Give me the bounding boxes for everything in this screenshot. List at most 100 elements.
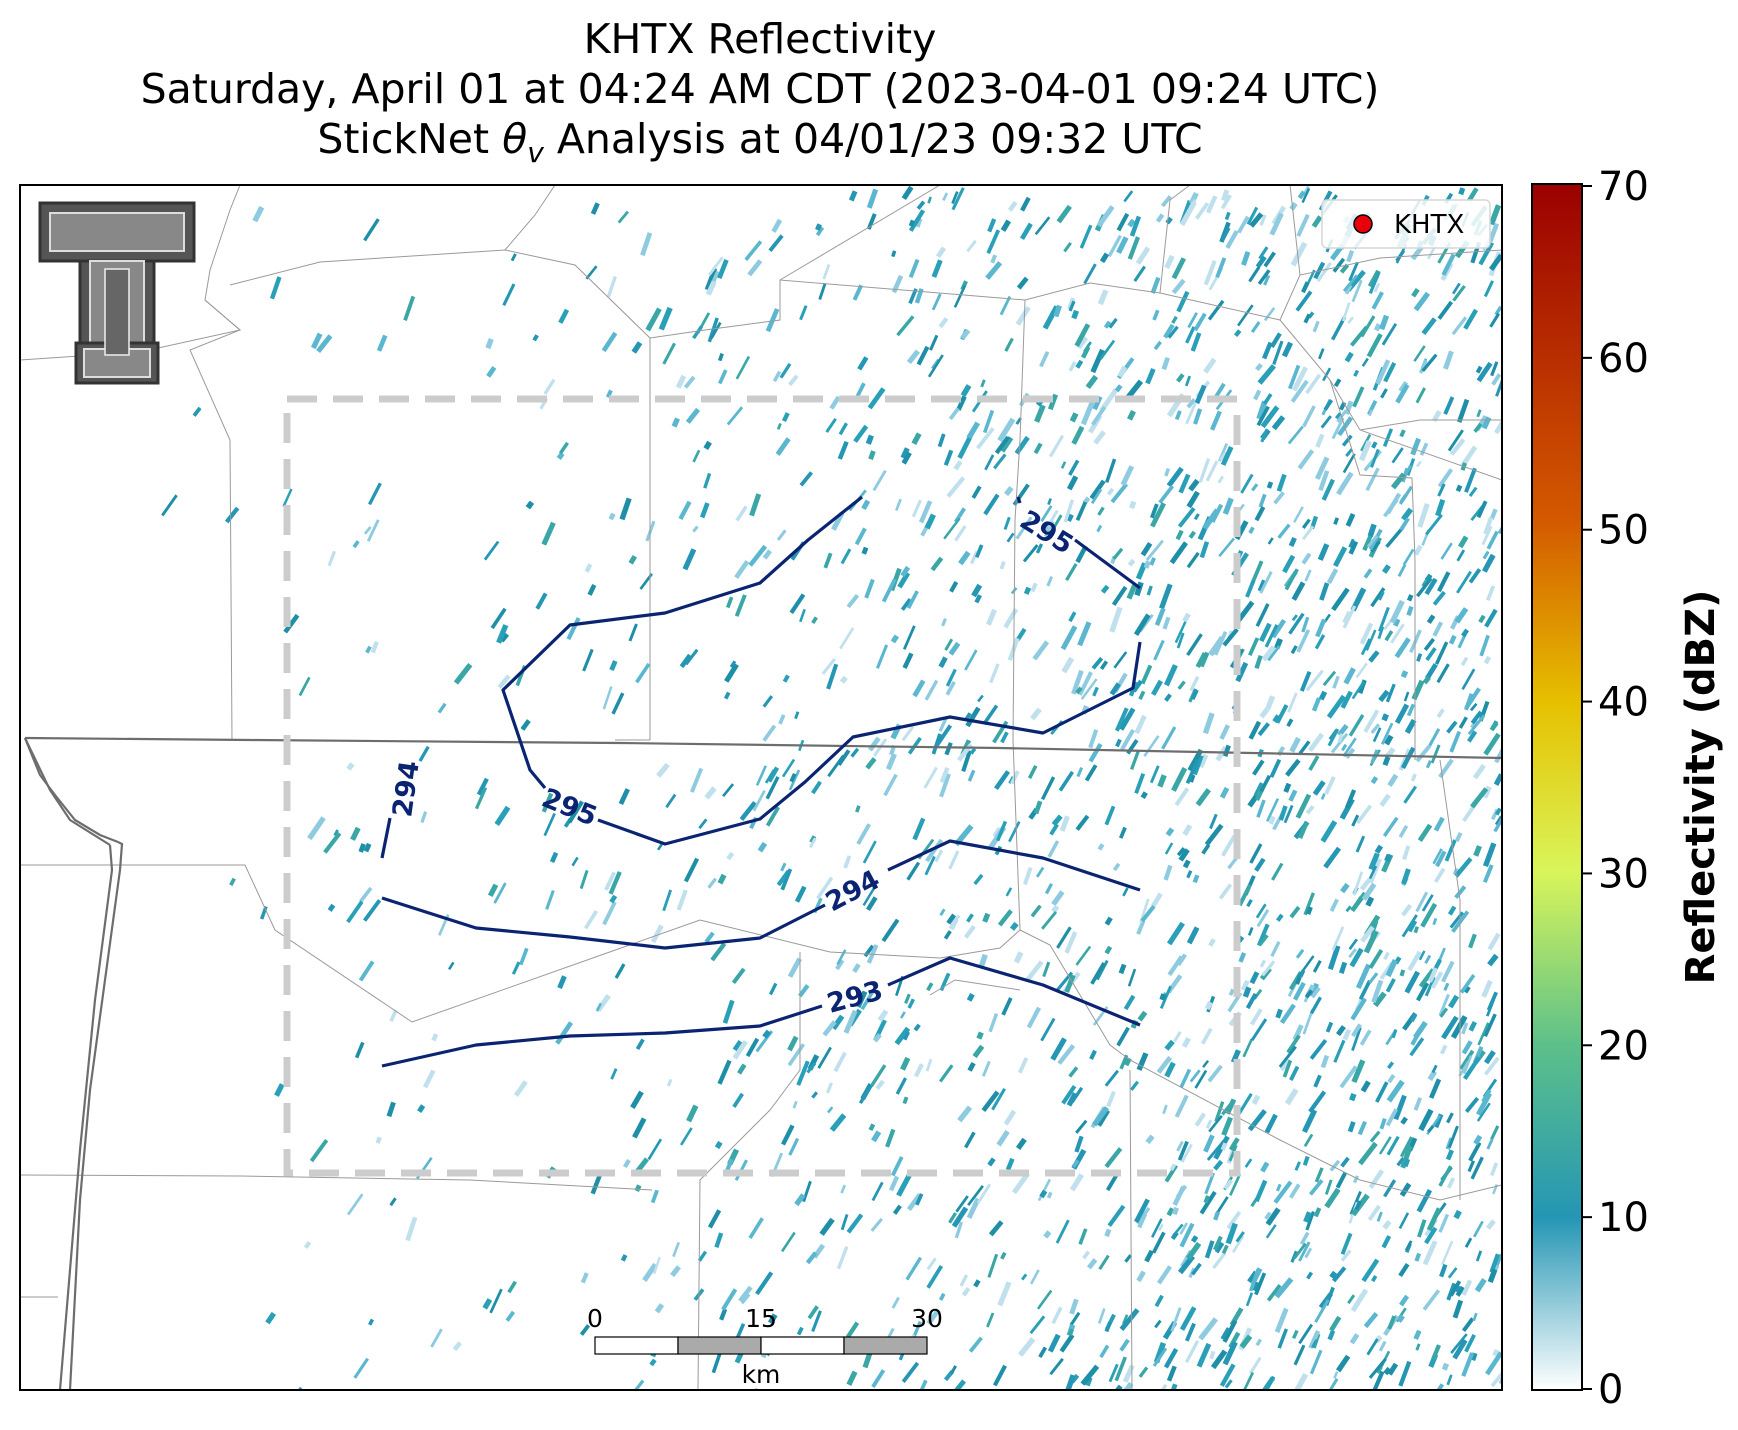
radar-echo xyxy=(1398,1263,1410,1278)
radar-echo xyxy=(1360,638,1372,656)
radar-echo xyxy=(1458,187,1466,196)
radar-echo xyxy=(347,1193,364,1216)
radar-echo xyxy=(1264,1375,1276,1390)
radar-echo xyxy=(389,1197,397,1207)
radar-echo xyxy=(1049,434,1065,458)
radar-echo xyxy=(1035,866,1045,878)
radar-echo xyxy=(1404,464,1413,476)
radar-echo xyxy=(1472,763,1486,780)
radar-echo xyxy=(610,1068,618,1080)
radar-echo xyxy=(1292,981,1306,1001)
radar-echo xyxy=(1427,1070,1437,1081)
radar-echo xyxy=(1257,364,1276,385)
radar-echo xyxy=(1156,1055,1173,1074)
radar-echo xyxy=(954,1221,964,1239)
radar-echo xyxy=(683,375,696,389)
radar-echo xyxy=(1295,975,1302,985)
radar-echo xyxy=(584,563,593,573)
radar-echo xyxy=(437,702,447,714)
radar-echo xyxy=(1401,868,1411,885)
radar-echo xyxy=(1368,865,1378,880)
radar-echo xyxy=(1276,473,1287,492)
radar-echo xyxy=(1023,586,1032,595)
radar-echo xyxy=(840,1184,847,1194)
radar-echo xyxy=(862,887,875,907)
radar-echo xyxy=(1284,568,1299,591)
radar-echo xyxy=(1033,442,1043,455)
radar-echo xyxy=(815,226,825,237)
radar-echo xyxy=(865,896,878,912)
radar-echo xyxy=(806,1062,817,1074)
radar-echo xyxy=(1124,1254,1133,1263)
radar-echo xyxy=(1088,742,1103,763)
radar-echo xyxy=(1085,374,1099,390)
radar-echo xyxy=(602,901,617,926)
radar-echo xyxy=(871,1369,886,1388)
radar-echo xyxy=(915,1193,924,1206)
radar-echo xyxy=(926,1308,941,1325)
radar-echo xyxy=(1354,1200,1362,1211)
radar-echo xyxy=(1123,994,1136,1011)
radar-echo xyxy=(1203,1134,1215,1153)
radar-echo xyxy=(1455,484,1463,492)
radar-echo xyxy=(852,284,864,301)
radar-echo xyxy=(952,914,961,924)
radar-echo xyxy=(1403,785,1418,804)
radar-echo xyxy=(283,613,300,634)
radar-echo xyxy=(630,1090,644,1110)
radar-echo xyxy=(1178,848,1190,862)
radar-echo xyxy=(997,1281,1012,1307)
radar-echo xyxy=(1387,1315,1397,1330)
radar-echo xyxy=(799,608,806,623)
radar-echo xyxy=(1104,945,1113,955)
radar-echo xyxy=(1161,726,1177,750)
radar-echo xyxy=(1339,798,1355,820)
radar-echo xyxy=(486,366,497,378)
radar-echo xyxy=(1149,503,1159,519)
radar-echo xyxy=(1425,513,1443,536)
radar-echo xyxy=(587,583,597,596)
radar-echo xyxy=(1104,805,1116,826)
radar-echo xyxy=(1039,351,1050,368)
radar-echo xyxy=(927,196,932,204)
radar-echo xyxy=(1381,713,1389,722)
radar-echo xyxy=(1358,679,1367,694)
radar-echo xyxy=(1327,945,1341,970)
radar-echo xyxy=(1090,488,1103,505)
radar-echo xyxy=(972,1044,985,1059)
radar-echo xyxy=(1265,1224,1277,1239)
radar-echo xyxy=(1110,482,1129,504)
radar-echo xyxy=(520,719,531,731)
radar-echo xyxy=(1378,1136,1392,1155)
radar-echo xyxy=(1068,1066,1079,1078)
radar-echo xyxy=(994,435,1010,455)
radar-echo xyxy=(1099,339,1116,360)
radar-echo xyxy=(1258,934,1269,947)
radar-echo xyxy=(927,354,944,378)
radar-echo xyxy=(1184,1340,1200,1363)
radar-echo xyxy=(452,1341,462,1352)
radar-echo xyxy=(697,1250,708,1262)
radar-echo xyxy=(1030,904,1042,918)
theta-v-contours xyxy=(380,495,1142,1068)
radar-echo xyxy=(1402,845,1411,861)
radar-echo xyxy=(1044,521,1055,538)
radar-echo xyxy=(973,1279,981,1288)
radar-echo xyxy=(1382,1219,1392,1230)
radar-echo xyxy=(1315,618,1327,638)
radar-echo xyxy=(1375,1081,1389,1103)
radar-echo xyxy=(811,1310,822,1332)
radar-echo xyxy=(966,913,974,923)
radar-echo xyxy=(1351,680,1365,700)
radar-echo xyxy=(1174,618,1188,644)
radar-echo xyxy=(1226,1210,1242,1230)
map-frame xyxy=(19,184,1503,1391)
radar-echo xyxy=(1481,1089,1492,1103)
radar-echo xyxy=(618,788,630,805)
radar-echo xyxy=(1332,257,1346,273)
radar-echo xyxy=(946,476,966,498)
radar-echo xyxy=(431,1033,439,1042)
radar-echo xyxy=(1394,703,1410,724)
radar-echo xyxy=(1224,1379,1233,1389)
